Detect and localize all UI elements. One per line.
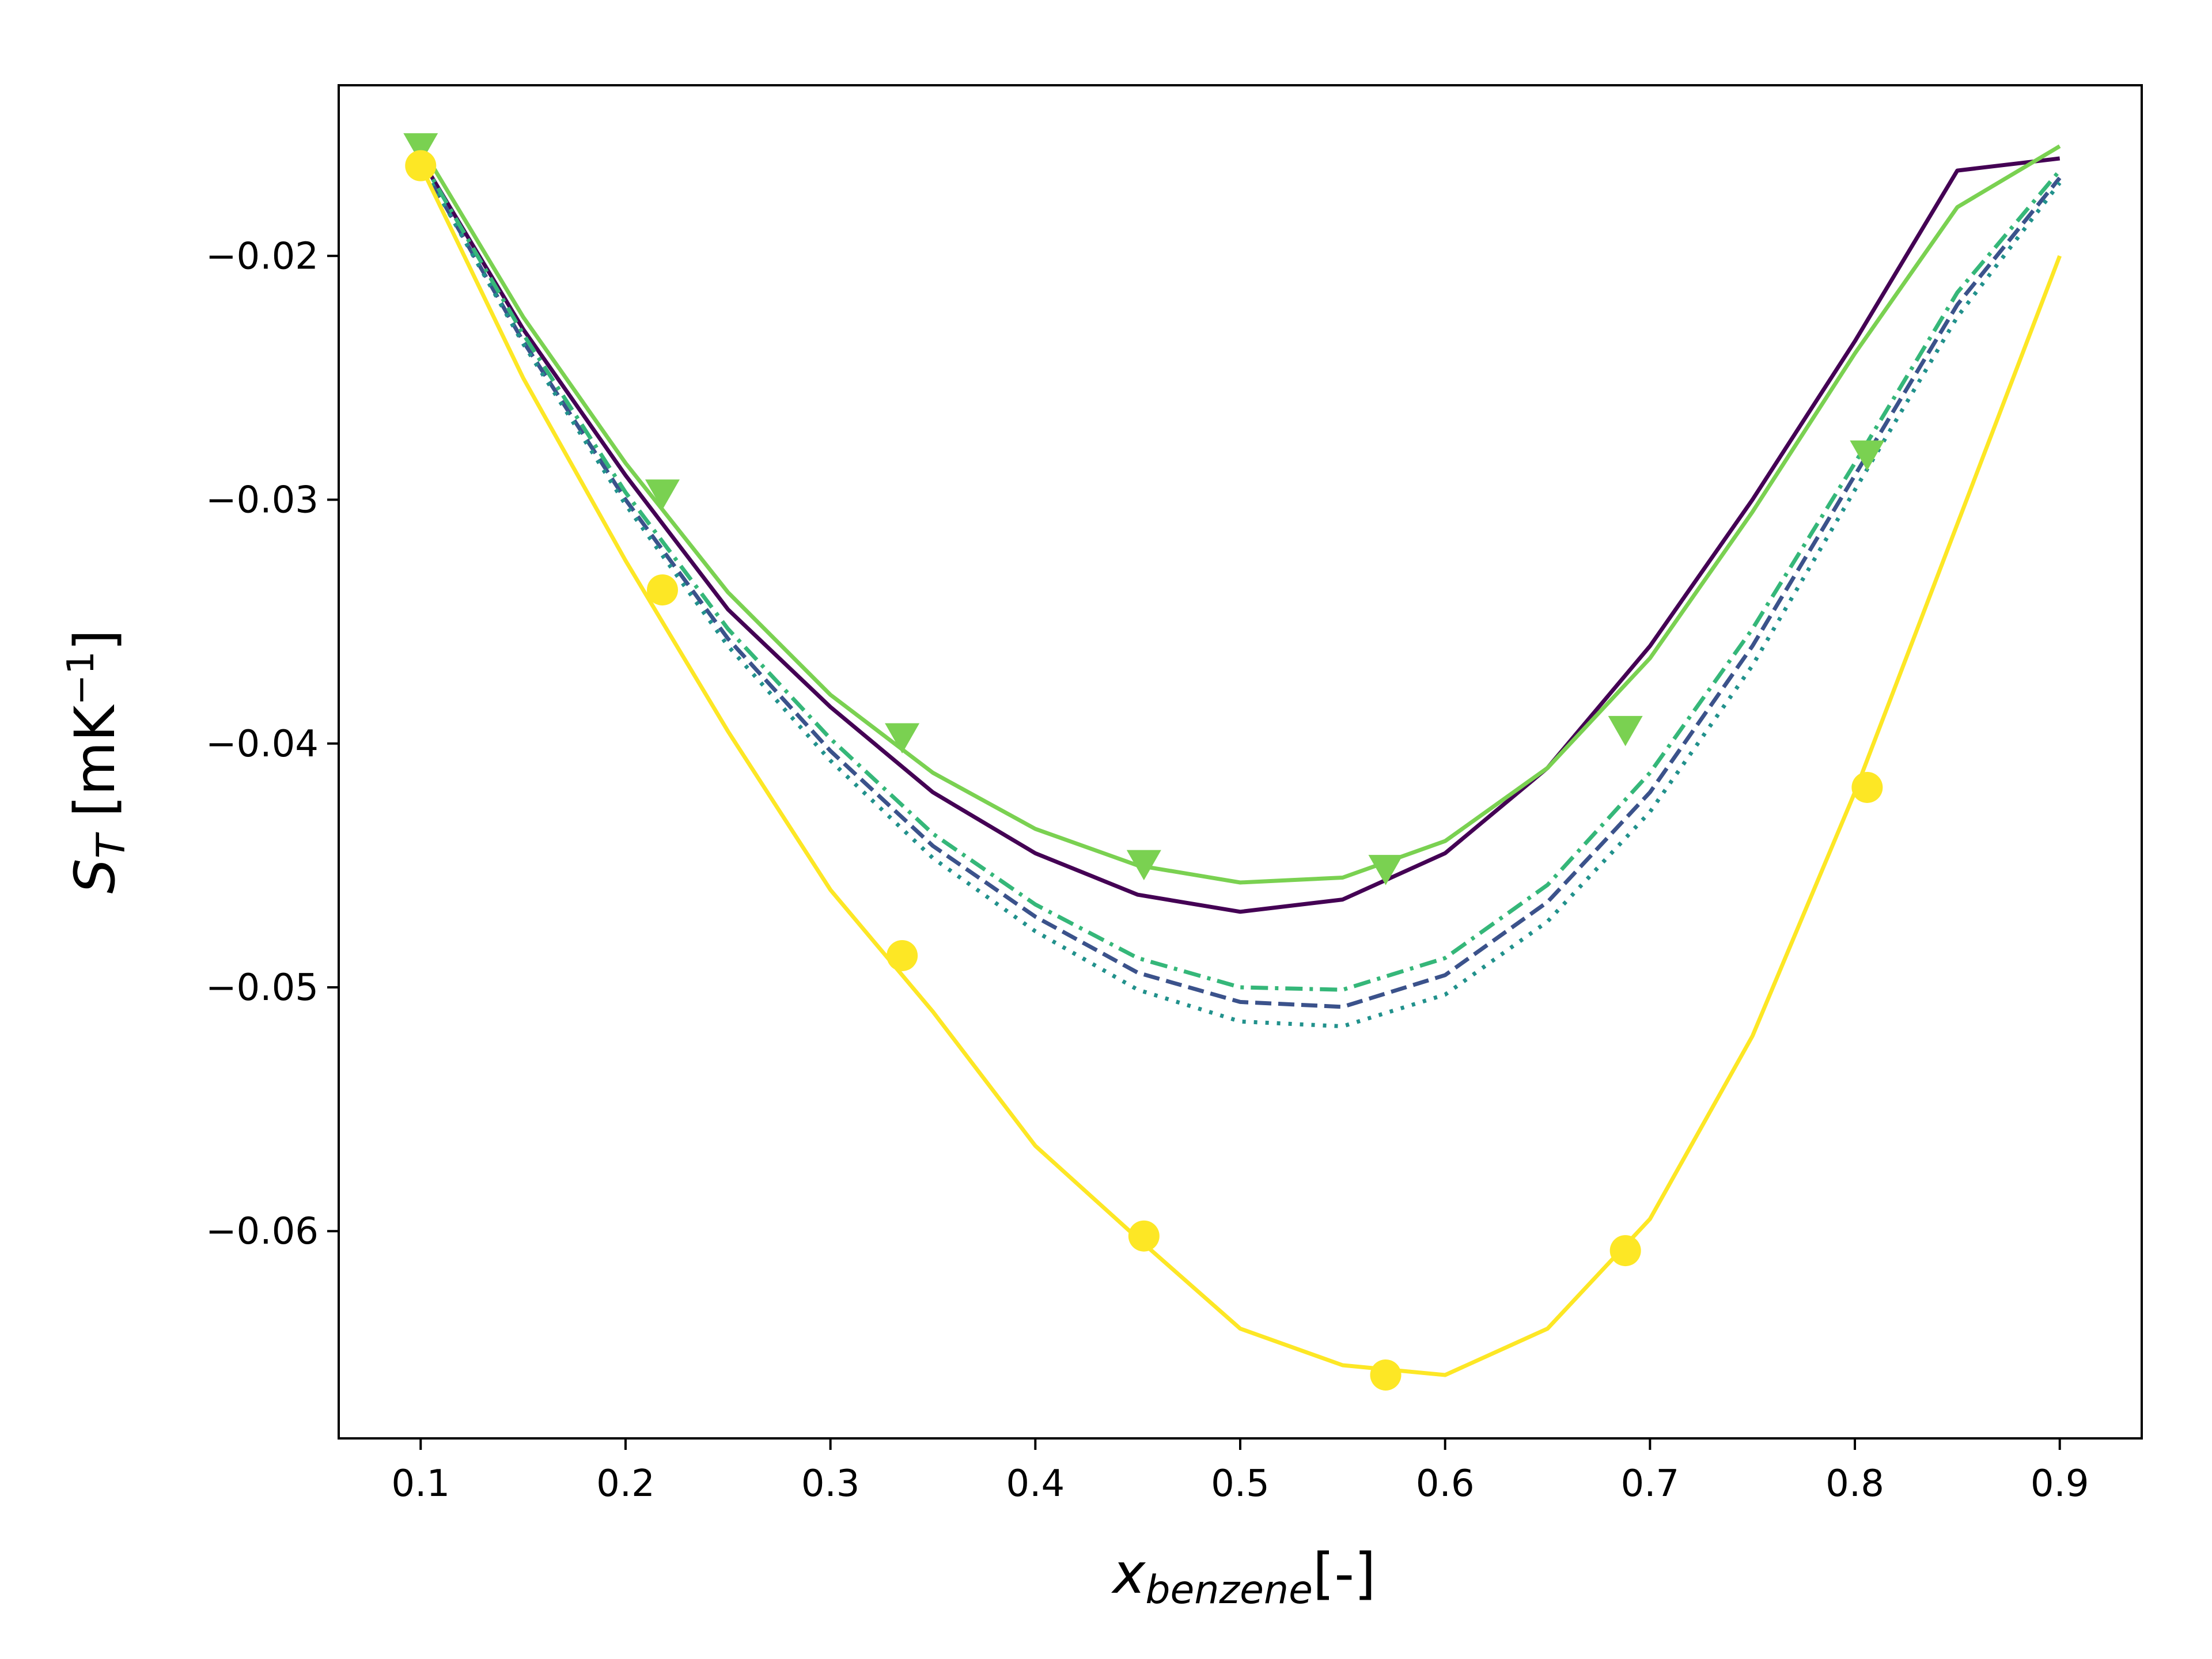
series-line-1 [419,156,2061,914]
series-6-marker [1128,1220,1160,1252]
y-tick-label: −0.03 [206,479,319,522]
x-axis-ticks: 0.1 0.2 0.3 0.4 0.5 0.6 0.7 0.8 0.9 [391,1438,2089,1505]
y-axis-label-subscript: T [89,832,134,858]
series-5-marker [645,479,680,510]
y-axis-label-close: ] [63,630,127,651]
x-tick-label: 0.5 [1211,1463,1270,1505]
series-6-marker [646,574,678,606]
y-tick-label: −0.04 [206,723,319,766]
y-axis-label-unit: [mK [63,704,127,834]
series-line-5 [419,144,2061,885]
y-axis-label-main: S [63,858,127,893]
y-tick-label: −0.05 [206,967,319,1009]
series-6-marker [1609,1235,1641,1267]
y-axis-label-exponent: −1 [60,651,103,705]
x-tick-label: 0.4 [1006,1463,1065,1505]
y-tick-label: −0.02 [206,235,319,278]
series-6-marker [887,940,918,971]
x-tick-label: 0.8 [1825,1463,1884,1505]
series-6-marker [1370,1359,1402,1391]
x-axis-label-suffix: [-] [1313,1541,1376,1606]
series-5-marker [885,723,920,754]
x-tick-label: 0.7 [1620,1463,1679,1505]
series-5-marker [1126,850,1161,881]
series-6-marker [1851,771,1883,803]
x-tick-label: 0.1 [391,1463,450,1505]
series-5-marker [1368,855,1403,885]
x-tick-label: 0.9 [2031,1463,2089,1505]
series-5-marker [1608,715,1643,747]
series-layer [419,144,2062,1377]
y-axis-ticks: −0.02 −0.03 −0.04 −0.05 −0.06 [206,235,339,1253]
series-5-marker [1850,440,1885,471]
series-6-marker [405,150,437,181]
x-tick-label: 0.3 [801,1463,860,1505]
x-tick-label: 0.6 [1416,1463,1475,1505]
x-axis-label-subscript: benzene [1145,1567,1313,1613]
y-axis-label: ST [mK−1] [60,630,134,894]
x-axis-label: xbenzene[-] [1111,1541,1376,1613]
series-line-4 [419,157,2062,992]
marker-layer [403,133,1885,1391]
series-line-6 [419,165,2062,1377]
x-tick-label: 0.2 [596,1463,655,1505]
series-line-2 [419,162,2062,1009]
y-tick-label: −0.06 [206,1210,319,1253]
x-axis-label-main: x [1111,1541,1146,1606]
series-5-marker [403,133,438,164]
